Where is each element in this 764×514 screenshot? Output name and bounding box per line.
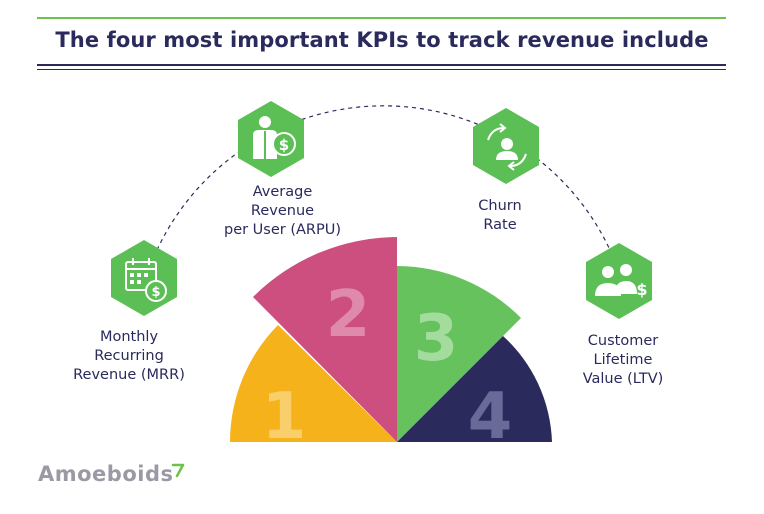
segment-number-3: 3 bbox=[414, 302, 459, 376]
kpi-label-churn: Churn Rate bbox=[478, 198, 522, 233]
brand-mark-icon bbox=[171, 463, 185, 478]
segment-3 bbox=[397, 266, 521, 442]
segment-1 bbox=[230, 325, 397, 442]
user-dollar-icon: $ bbox=[238, 101, 304, 177]
segment-number-2: 2 bbox=[326, 278, 371, 352]
segment-4 bbox=[397, 336, 552, 442]
segment-number-4: 4 bbox=[468, 380, 513, 454]
svg-text:$: $ bbox=[636, 280, 647, 299]
kpi-label-arpu: Average Revenue per User (ARPU) bbox=[223, 184, 342, 238]
calendar-dollar-icon: $ bbox=[111, 240, 177, 316]
team-dollar-icon: $ bbox=[586, 243, 652, 319]
title-underline bbox=[37, 64, 726, 66]
kpi-label-ltv: Customer Lifetime Value (LTV) bbox=[582, 333, 664, 387]
brand-logo: Amoeboids bbox=[38, 462, 174, 486]
svg-text:$: $ bbox=[279, 136, 289, 154]
user-cycle-icon bbox=[473, 108, 539, 184]
segment-number-1: 1 bbox=[262, 380, 307, 454]
connector-arc bbox=[156, 105, 611, 251]
svg-text:$: $ bbox=[151, 285, 160, 300]
title-underline-thin bbox=[37, 69, 726, 70]
top-divider bbox=[37, 17, 726, 19]
segment-2 bbox=[253, 237, 397, 442]
kpi-label-mrr: Monthly Recurring Revenue (MRR) bbox=[73, 329, 185, 383]
page-title: The four most important KPIs to track re… bbox=[55, 28, 709, 52]
